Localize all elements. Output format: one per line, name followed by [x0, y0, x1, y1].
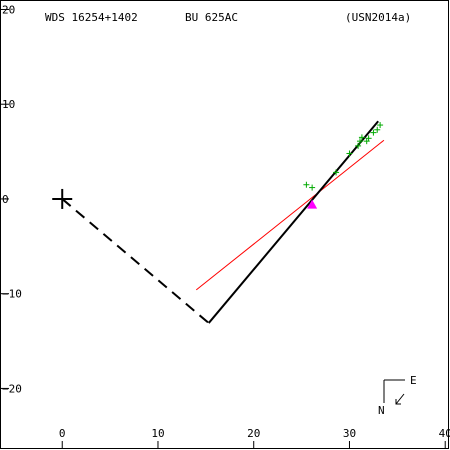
measurement-point [365, 135, 372, 142]
compass-rose: E N [378, 374, 417, 417]
measurement-point [357, 138, 363, 145]
measurement-point [358, 134, 365, 141]
measurement-point [355, 142, 362, 149]
solid-path-line [207, 120, 379, 324]
measurement-point [374, 126, 381, 133]
measurement-point [370, 129, 377, 136]
header-middle: BU 625AC [185, 11, 238, 24]
measurement-point [333, 169, 340, 176]
y-tick-label: 0 [2, 193, 9, 206]
compass-arrow-shaft [395, 393, 405, 405]
compass-north-label: N [378, 404, 385, 417]
dashed-line [61, 198, 210, 324]
x-tick-label: 0 [59, 427, 66, 440]
measurement-point [377, 122, 384, 129]
measurement-point [346, 150, 353, 157]
x-tick-label: 10 [151, 427, 164, 440]
y-tick-label: 10 [2, 98, 15, 111]
y-axis-ticks: 20 10 0 −10 −20 [1, 3, 22, 395]
header-left: WDS 16254+1402 [45, 11, 138, 24]
data-series [52, 120, 385, 324]
x-tick-label: 40 [439, 427, 450, 440]
y-tick-label: −20 [2, 382, 22, 395]
x-axis-ticks: 0 10 20 30 40 [59, 427, 450, 449]
x-tick-label: 30 [343, 427, 356, 440]
measurement-point [303, 181, 310, 188]
y-tick-label: 20 [2, 3, 15, 16]
compass-arrow-head [395, 399, 401, 405]
x-tick-label: 20 [247, 427, 260, 440]
header-right: (USN2014a) [345, 11, 411, 24]
y-tick-label: −10 [2, 288, 22, 301]
red-fit-line [195, 139, 385, 291]
triangle-marker [307, 199, 318, 209]
measurement-point [309, 184, 316, 191]
compass-east-label: E [410, 374, 417, 387]
